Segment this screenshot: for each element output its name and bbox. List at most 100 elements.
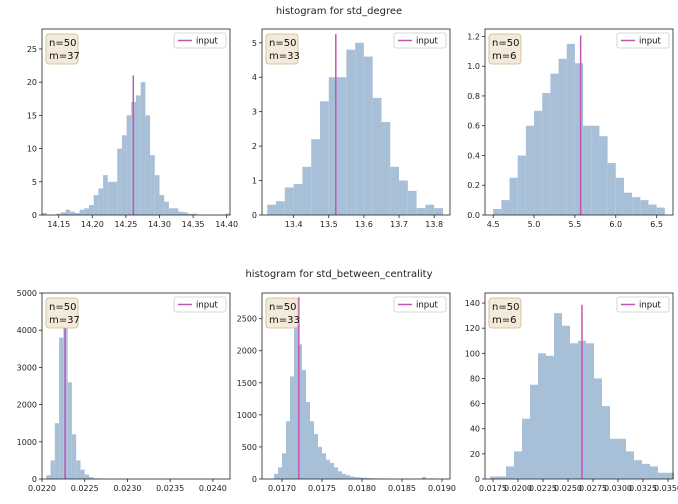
histogram-bar — [346, 475, 350, 479]
y-tick-label: 100 — [465, 349, 480, 358]
y-tick-label: 5000 — [17, 289, 37, 298]
histogram-bar — [594, 378, 602, 479]
histogram-bar — [381, 122, 391, 215]
section-title-std-between-centrality: histogram for std_between_centrality — [245, 269, 433, 280]
histogram-bar — [574, 63, 584, 215]
y-tick-label: 5 — [252, 39, 257, 48]
legend-label: input — [639, 301, 662, 311]
histogram-bar — [416, 208, 426, 215]
info-box-text: n=50 — [269, 302, 296, 313]
histogram-bar — [538, 353, 546, 479]
legend-label: input — [196, 37, 219, 47]
x-tick-label: 0.0175 — [479, 484, 507, 493]
x-tick-label: 13.8 — [425, 220, 443, 229]
x-tick-label: 0.0225 — [71, 484, 99, 493]
plot-frame — [261, 292, 451, 480]
histogram-bar — [278, 467, 282, 479]
histogram-bar — [399, 180, 408, 215]
histogram-bar — [425, 204, 435, 215]
y-tick-label: 0.2 — [467, 181, 480, 190]
histogram-bar — [656, 207, 665, 215]
histogram-bar — [490, 476, 498, 479]
y-tick-label: 20 — [27, 78, 37, 87]
histogram-bar — [330, 462, 334, 479]
info-box-text: m=37 — [49, 315, 80, 326]
y-tick-label: 3 — [252, 108, 257, 117]
y-tick-label: 0 — [252, 475, 257, 484]
legend-box — [173, 32, 227, 49]
y-tick-label: 1 — [252, 177, 257, 186]
histogram-bar — [286, 421, 290, 479]
histogram-panel-4: 0.0220 0.0225 0.0230 0.0235 0.0240 0 1000 2000 3… — [17, 289, 231, 493]
info-box — [488, 297, 522, 329]
legend-label: input — [639, 37, 662, 47]
legend-box — [393, 32, 447, 49]
histogram-bar — [89, 477, 94, 479]
info-box — [488, 33, 522, 65]
y-tick-label: 1000 — [237, 411, 257, 420]
x-tick-label: 5.5 — [569, 220, 582, 229]
info-box-text: n=50 — [49, 38, 76, 49]
histogram-bar — [126, 115, 132, 215]
histogram-bar — [586, 343, 594, 479]
y-tick-label: 40 — [470, 425, 480, 434]
x-tick-label: 14.35 — [182, 220, 205, 229]
section-title-std-degree: histogram for std_degree — [275, 6, 403, 17]
histogram-bar — [618, 438, 626, 479]
histogram-bar — [407, 190, 417, 215]
histogram-bar — [570, 343, 578, 479]
histogram-bar — [310, 421, 314, 479]
histogram-bar — [183, 212, 188, 215]
y-tick-label: 120 — [465, 324, 480, 333]
histogram-bar — [318, 446, 322, 479]
histogram-bar — [558, 58, 567, 215]
legend-box — [173, 296, 227, 313]
histogram-bar — [493, 209, 502, 215]
histogram-bar — [615, 177, 624, 215]
plot-frame — [261, 28, 451, 216]
histogram-bar — [93, 195, 99, 215]
y-tick-label: 1.2 — [467, 32, 480, 41]
histogram-bar — [650, 466, 658, 479]
histogram-bar — [328, 77, 338, 215]
y-tick-label: 500 — [242, 443, 257, 452]
y-tick-label: 0 — [252, 211, 257, 220]
histogram-bar — [42, 213, 47, 215]
x-tick-label: 6.5 — [650, 220, 663, 229]
histogram-bar — [290, 376, 294, 479]
histogram-bar — [276, 201, 285, 215]
x-tick-label: 14.25 — [114, 220, 137, 229]
y-tick-label: 20 — [470, 450, 480, 459]
histogram-bar — [338, 471, 342, 479]
y-tick-label: 1000 — [17, 438, 37, 447]
x-tick-label: 4.5 — [487, 220, 500, 229]
histogram-bar — [422, 477, 426, 479]
histogram-bar — [76, 460, 81, 479]
histogram-bar — [79, 209, 85, 215]
histogram-bar — [98, 188, 104, 215]
y-tick-label: 3000 — [17, 363, 37, 372]
histogram-bar — [562, 325, 570, 479]
y-tick-label: 5 — [32, 178, 37, 187]
info-box-text: n=50 — [49, 302, 76, 313]
legend-box — [616, 32, 670, 49]
info-box-text: n=50 — [492, 38, 519, 49]
histogram-bar — [626, 451, 634, 479]
histogram-bar — [267, 204, 277, 215]
histogram-bar — [342, 473, 346, 479]
histogram-bar — [542, 92, 551, 215]
y-tick-label: 60 — [470, 400, 480, 409]
y-tick-label: 1500 — [237, 379, 257, 388]
legend-box — [393, 296, 447, 313]
histogram-bar — [60, 212, 66, 215]
histogram-panel-6: 0.01750.02000.02250.02500.02750.03000.03… — [465, 292, 678, 493]
histogram-bar — [50, 460, 55, 479]
histogram-bar — [566, 43, 575, 215]
histogram-bar — [117, 148, 122, 215]
histogram-bar — [274, 473, 278, 479]
histogram-bar — [107, 181, 113, 215]
info-box-text: m=33 — [269, 51, 300, 62]
histogram-bar — [506, 466, 514, 479]
x-tick-label: 0.0190 — [428, 484, 456, 493]
y-tick-label: 4000 — [17, 326, 37, 335]
